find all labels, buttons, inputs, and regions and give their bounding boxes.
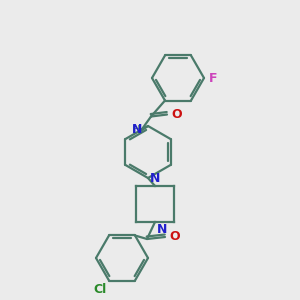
Text: O: O [171,108,181,121]
Text: H: H [132,124,140,134]
Text: N: N [132,123,142,136]
Text: F: F [209,71,218,85]
Text: N: N [157,223,167,236]
Text: Cl: Cl [94,283,107,296]
Text: N: N [150,172,160,185]
Text: O: O [169,230,180,244]
